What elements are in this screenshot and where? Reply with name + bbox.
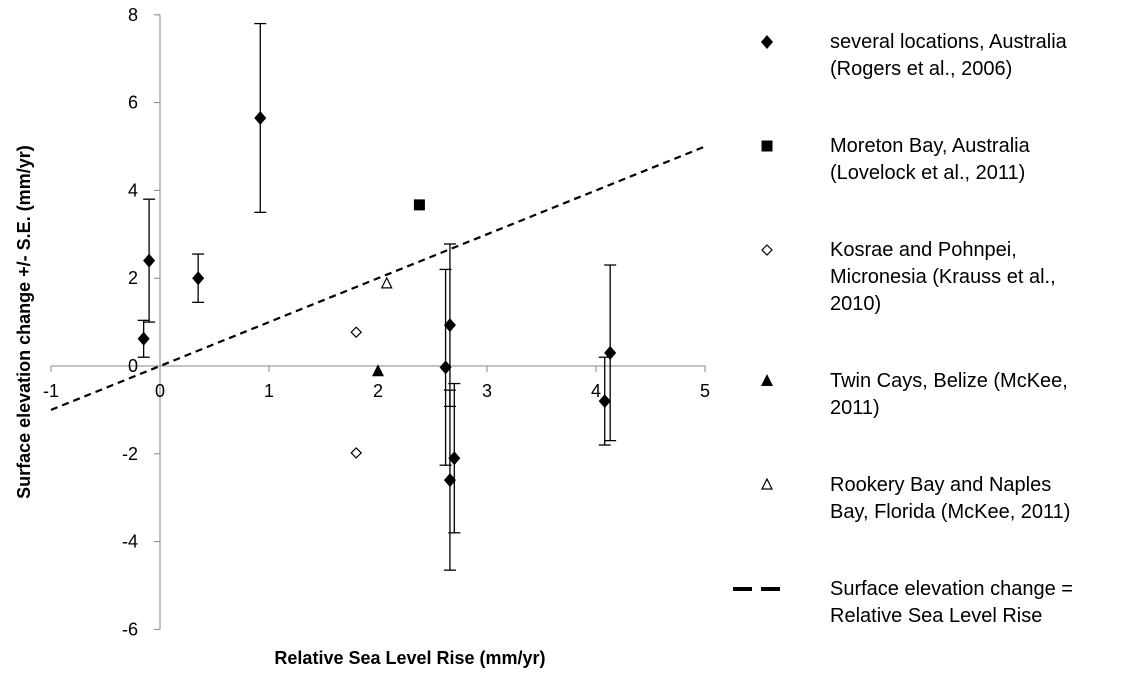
error-bar-layer — [137, 22, 617, 571]
y-tick-label: -6 — [122, 619, 138, 639]
y-tick-label: 8 — [128, 5, 138, 25]
legend-label: Moreton Bay, Australia — [830, 135, 1031, 157]
data-point-series-3 — [350, 326, 363, 339]
legend-label: 2010) — [830, 293, 881, 315]
legend-label: Rookery Bay and Naples — [830, 474, 1051, 496]
data-point-series-5 — [380, 276, 393, 289]
reference-line-layer — [50, 145, 706, 411]
data-point-series-1 — [443, 473, 456, 488]
x-tick-label: 0 — [155, 381, 165, 401]
plot-area: -1 0 1 2 3 4 5 -6 -4 -2 0 2 4 6 8 — [43, 5, 710, 640]
legend-symbol — [761, 35, 773, 49]
data-point-series-1 — [604, 345, 617, 360]
legend-label: Kosrae and Pohnpei, — [830, 239, 1017, 261]
marker-layer — [137, 110, 617, 488]
legend-entry: Moreton Bay, Australia (Lovelock et al., … — [761, 135, 1031, 184]
y-tick-label: 2 — [128, 268, 138, 288]
legend-entry: Kosrae and Pohnpei, Micronesia (Krauss et… — [761, 239, 1056, 315]
legend-label: Micronesia (Krauss et al., — [830, 266, 1056, 288]
legend-symbol — [761, 374, 773, 386]
legend-entry: Surface elevation change = Relative Sea L… — [733, 578, 1073, 627]
data-point-series-1 — [254, 110, 267, 125]
x-tick-label: 4 — [591, 381, 601, 401]
legend-entry: Twin Cays, Belize (McKee, 2011) — [761, 370, 1068, 419]
data-point-series-1 — [439, 360, 452, 375]
x-tick-label: -1 — [43, 381, 59, 401]
y-axis-ticks: -6 -4 -2 0 2 4 6 8 — [122, 5, 160, 639]
legend-symbol — [761, 477, 773, 490]
data-point-series-1 — [448, 451, 461, 466]
equality-reference-line — [50, 145, 706, 411]
data-point-series-1 — [143, 253, 156, 268]
x-tick-label: 5 — [700, 381, 710, 401]
x-tick-label: 3 — [482, 381, 492, 401]
data-point-series-1 — [192, 271, 205, 286]
data-point-series-4 — [372, 364, 384, 377]
x-tick-label: 2 — [373, 381, 383, 401]
legend-label: Relative Sea Level Rise — [830, 605, 1042, 627]
x-tick-label: 1 — [264, 381, 274, 401]
legend-label: 2011) — [830, 397, 880, 419]
y-tick-label: 4 — [128, 180, 138, 200]
y-tick-label: -4 — [122, 532, 138, 552]
legend-label: several locations, Australia — [830, 31, 1068, 53]
legend-label: Twin Cays, Belize (McKee, — [830, 370, 1068, 392]
data-point-series-1 — [137, 331, 150, 346]
y-tick-label: 0 — [128, 356, 138, 376]
legend-entry: Rookery Bay and Naples Bay, Florida (McKe… — [761, 474, 1070, 523]
y-axis-title: Surface elevation change +/- S.E. (mm/yr… — [14, 145, 34, 499]
y-tick-label: 6 — [128, 93, 138, 113]
legend-symbol — [761, 140, 773, 152]
x-axis-title: Relative Sea Level Rise (mm/yr) — [274, 648, 545, 668]
legend-label: (Rogers et al., 2006) — [830, 58, 1012, 80]
data-point-series-2 — [413, 199, 425, 211]
legend-symbol — [761, 244, 773, 256]
legend: several locations, Australia (Rogers et a… — [733, 31, 1073, 627]
data-point-series-3 — [350, 447, 363, 459]
y-tick-label: -2 — [122, 444, 138, 464]
legend-label: Surface elevation change = — [830, 578, 1073, 600]
legend-label: (Lovelock et al., 2011) — [830, 162, 1025, 184]
x-axis-ticks: -1 0 1 2 3 4 5 — [43, 366, 710, 401]
legend-label: Bay, Florida (McKee, 2011) — [830, 501, 1070, 523]
legend-entry: several locations, Australia (Rogers et a… — [761, 31, 1068, 80]
data-point-series-1 — [598, 394, 611, 409]
data-point-series-1 — [443, 318, 456, 333]
